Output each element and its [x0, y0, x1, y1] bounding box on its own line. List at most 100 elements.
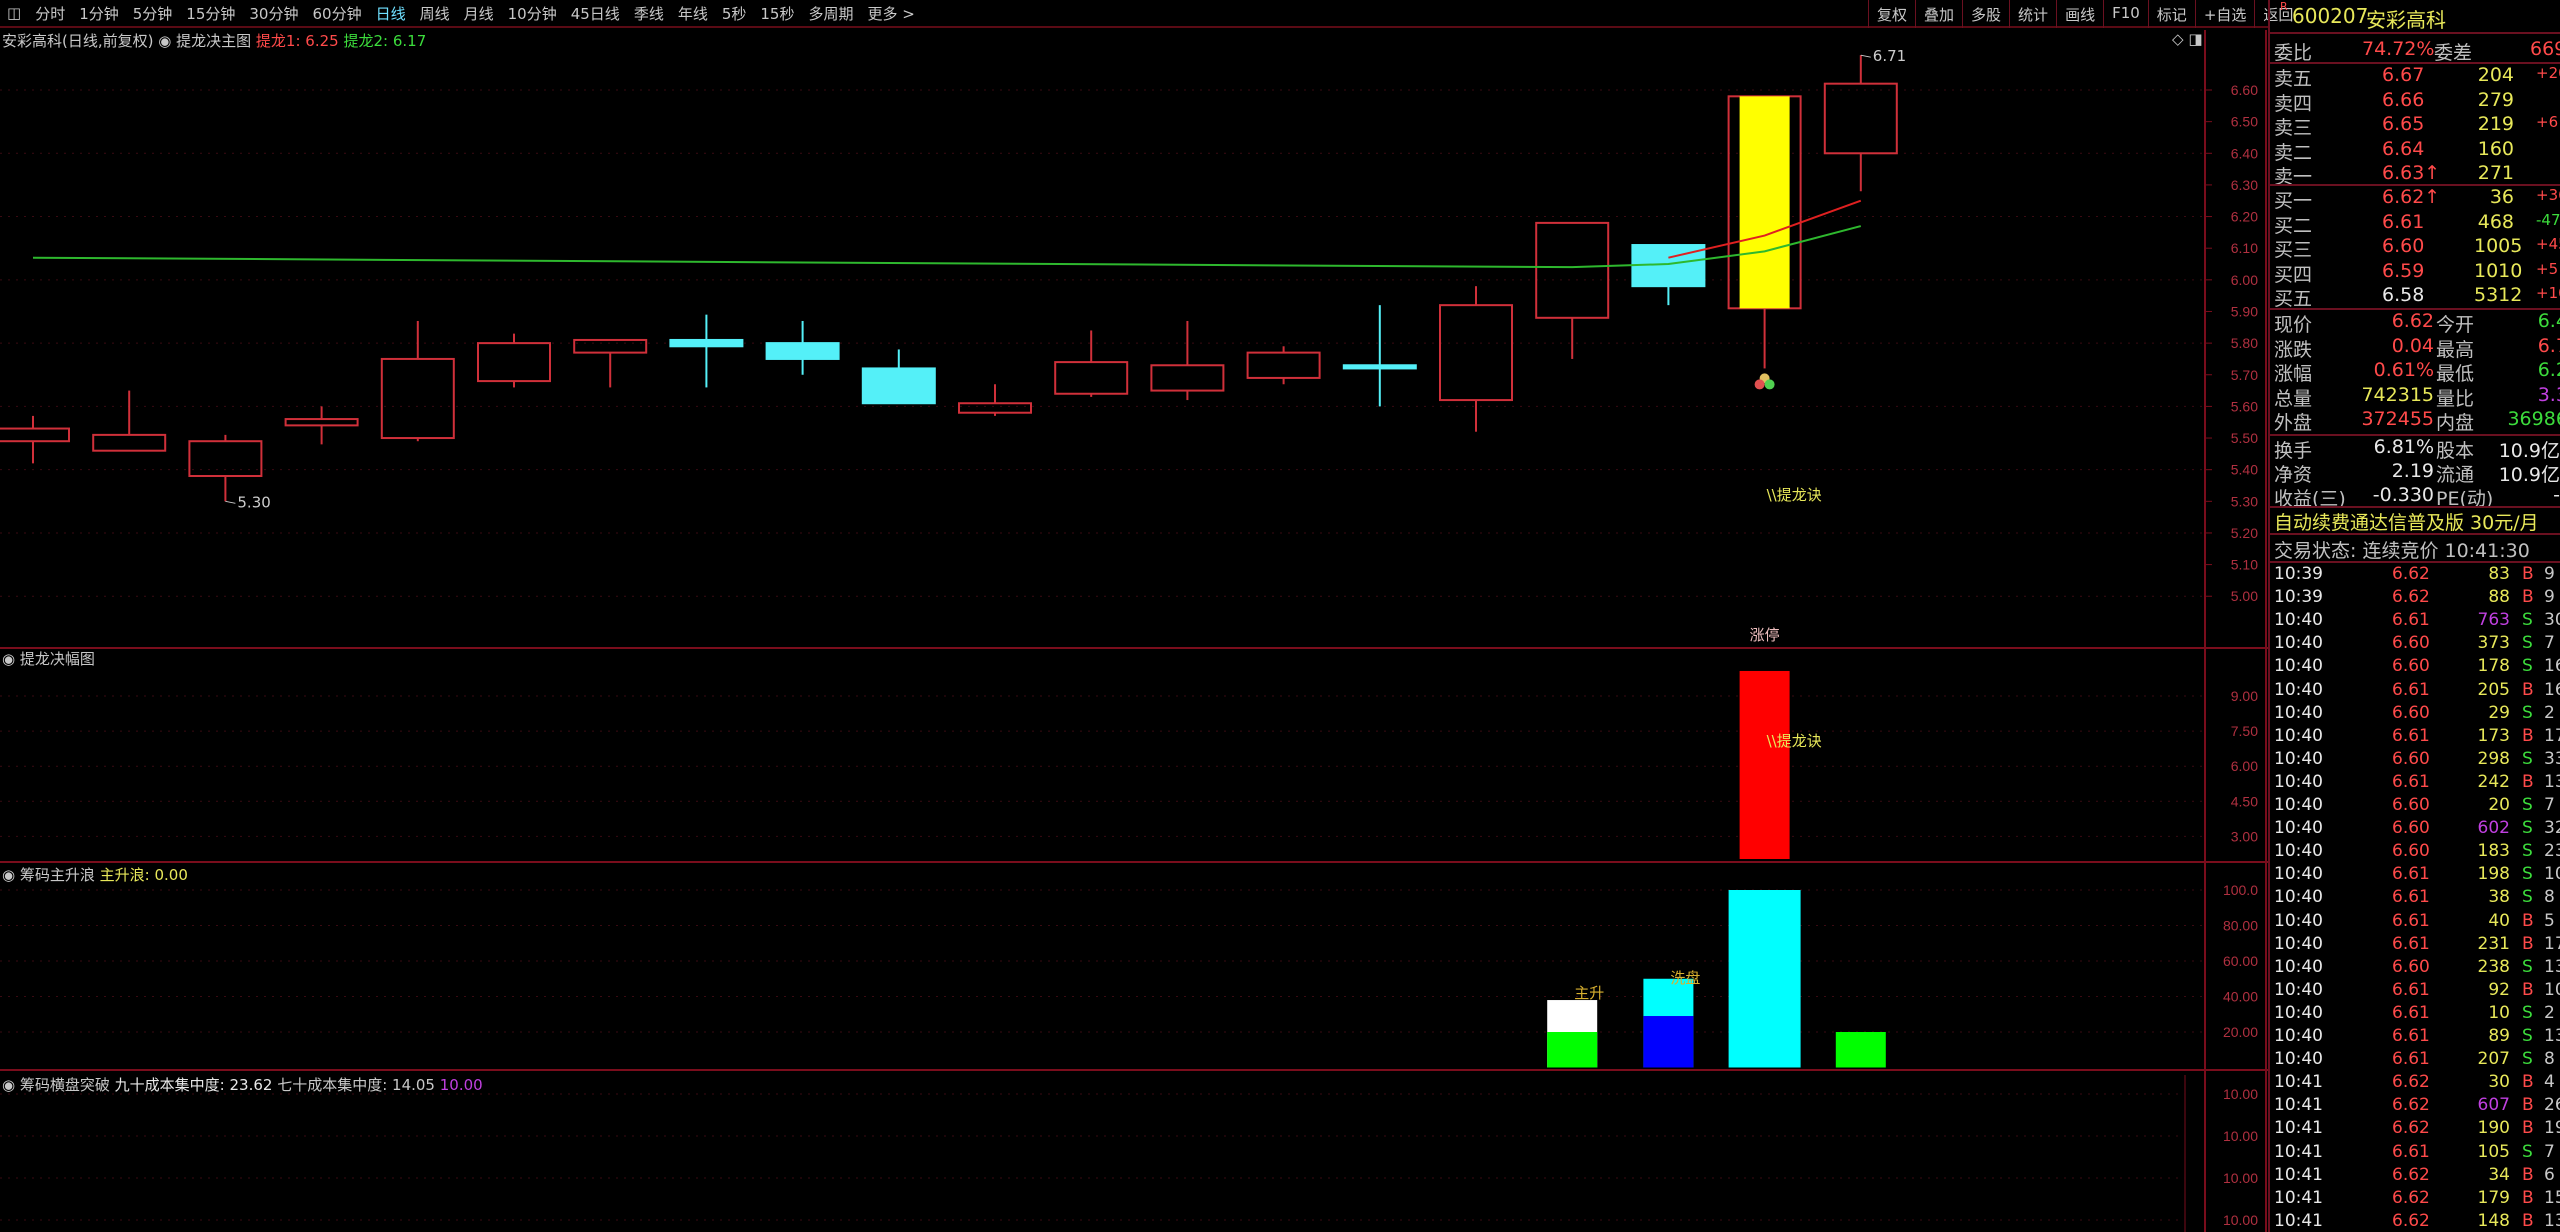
panel2-title[interactable]: 提龙决幅图 — [19, 650, 95, 668]
diamond-icon[interactable]: ◇ — [2172, 30, 2184, 48]
p3-tick-label: 100.0 — [2223, 882, 2258, 898]
tick-price: 6.60 — [2392, 702, 2430, 723]
tick-volume: 89 — [2488, 1026, 2510, 1046]
tick-side: B — [2522, 933, 2534, 954]
tick-row: 10:40 6.61 207 S 8 — [2274, 1049, 2560, 1073]
tick-time: 10:40 — [2274, 864, 2323, 885]
tick-side: S — [2522, 633, 2533, 654]
panel-toggle-icon[interactable]: ◫ — [7, 4, 22, 22]
candle-body — [1439, 304, 1513, 402]
tick-side: S — [2522, 1002, 2533, 1023]
stat-label: 最高 — [2436, 338, 2475, 361]
level-price: 6.65 — [2382, 113, 2425, 135]
tick-side: S — [2522, 795, 2533, 815]
level-volume: 279 — [2477, 88, 2514, 111]
stat-label: 现价 — [2274, 314, 2313, 336]
tick-count: 32 — [2544, 818, 2560, 839]
period-tab-11[interactable]: 季线 — [633, 4, 664, 23]
period-tab-2[interactable]: 5分钟 — [132, 4, 173, 23]
indicator-toggle-icon[interactable]: ◉ — [158, 32, 177, 50]
tick-count: 9 — [2544, 564, 2555, 584]
price-tick-label: 5.00 — [2231, 588, 2258, 604]
tick-time: 10:41 — [2274, 1118, 2323, 1139]
candle-body — [1150, 364, 1225, 392]
panel4-v3: 10.00 — [439, 1076, 483, 1094]
panel4-header: ◉ 筹码横盘突破 九十成本集中度: 23.62 七十成本集中度: 14.05 1… — [2, 1074, 483, 1095]
limit-up-label: 涨停 — [1750, 626, 1780, 644]
tick-price: 6.62 — [2392, 1187, 2430, 1208]
indicator-toggle-icon[interactable]: ◉ — [2, 866, 20, 884]
level-volume: 5312 — [2474, 284, 2523, 306]
trade-status: 交易状态: 连续竞价 10:41:30 — [2274, 540, 2530, 562]
period-tab-14[interactable]: 15秒 — [760, 4, 795, 23]
tool-button-7[interactable]: +自选 — [2194, 0, 2255, 28]
candle — [1535, 221, 1610, 359]
panel4-title[interactable]: 筹码横盘突破 — [19, 1076, 110, 1094]
candle — [0, 415, 70, 464]
fund-label: 流通 — [2436, 464, 2475, 486]
tool-button-4[interactable]: 画线 — [2056, 0, 2103, 28]
tick-count: 16 — [2544, 679, 2560, 700]
tick-row: 10:40 6.61 89 S 13 — [2274, 1026, 2560, 1050]
period-tab-4[interactable]: 30分钟 — [249, 4, 299, 23]
panel2-bar — [1739, 670, 1790, 859]
tick-count: 15 — [2544, 1187, 2560, 1208]
period-tab-5[interactable]: 60分钟 — [312, 4, 362, 23]
tick-row: 10:40 6.61 40 B 5 — [2274, 911, 2560, 935]
indicator-name[interactable]: 提龙决主图 — [176, 32, 252, 50]
tick-side: B — [2522, 564, 2534, 584]
high-pointer — [1860, 54, 1871, 58]
fund-value: -0.330 — [2372, 484, 2434, 506]
period-tab-8[interactable]: 月线 — [463, 4, 494, 23]
tool-button-0[interactable]: 复权 — [1868, 0, 1915, 28]
indicator-toggle-icon[interactable]: ◉ — [2, 650, 20, 668]
tick-side: S — [2522, 748, 2533, 769]
period-tab-16[interactable]: 更多 > — [867, 4, 915, 23]
tool-button-2[interactable]: 多股 — [1962, 0, 2009, 28]
period-tab-9[interactable]: 10分钟 — [507, 4, 557, 23]
tick-time: 10:40 — [2274, 841, 2323, 862]
period-tab-6[interactable]: 日线 — [375, 4, 406, 23]
tool-button-1[interactable]: 叠加 — [1915, 0, 1962, 28]
tick-count: 9 — [2544, 587, 2555, 608]
period-tab-0[interactable]: 分时 — [35, 4, 66, 23]
period-tab-12[interactable]: 年线 — [677, 4, 708, 23]
price-tick-label: 6.20 — [2231, 209, 2258, 225]
period-tab-3[interactable]: 15分钟 — [186, 4, 236, 23]
p3-tick-label: 60.00 — [2223, 953, 2258, 969]
tick-price: 6.61 — [2392, 1141, 2430, 1162]
tick-count: 17 — [2544, 725, 2560, 746]
fund-row: 收益(三) -0.330 PE(动) - — [2274, 484, 2560, 510]
level-label: 卖三 — [2274, 117, 2313, 139]
kline-chart[interactable]: 6.60 6.50 6.40 6.30 6.20 6.10 6.00 5.90 5.80 5.70… — [0, 0, 2268, 1232]
tick-side: S — [2522, 887, 2533, 908]
tick-price: 6.62 — [2392, 587, 2430, 608]
tick-time: 10:40 — [2274, 633, 2323, 654]
main-chart-header: 安彩高科(日线,前复权) ◉ 提龙决主图 提龙1: 6.25 提龙2: 6.17 — [2, 30, 426, 51]
tick-side: B — [2522, 979, 2534, 1000]
tick-volume: 29 — [2488, 702, 2510, 723]
tool-button-6[interactable]: 标记 — [2147, 0, 2195, 28]
tool-button-8[interactable]: 返回 — [2254, 0, 2301, 28]
tick-row: 10:41 6.62 607 B 26 — [2274, 1095, 2560, 1119]
period-tab-13[interactable]: 5秒 — [721, 4, 747, 23]
period-tab-1[interactable]: 1分钟 — [79, 4, 119, 23]
window-icon[interactable]: ◨ — [2188, 30, 2203, 48]
candle — [861, 349, 936, 405]
main-signal-label: \\提龙诀 — [1767, 486, 1822, 504]
stat-value: 6.28 — [2537, 359, 2560, 381]
panel3-title[interactable]: 筹码主升浪 — [19, 866, 95, 884]
period-tab-10[interactable]: 45日线 — [570, 4, 620, 23]
tick-count: 5 — [2544, 910, 2555, 931]
tool-button-3[interactable]: 统计 — [2009, 0, 2056, 28]
ad-banner[interactable]: 自动续费通达信普及版 30元/月 — [2274, 512, 2539, 534]
tick-time: 10:40 — [2274, 748, 2323, 769]
indicator-toggle-icon[interactable]: ◉ — [2, 1076, 20, 1094]
level-change: +5 — [2536, 259, 2559, 278]
level-change: -47 — [2536, 210, 2560, 229]
period-tab-7[interactable]: 周线 — [419, 4, 450, 23]
period-tab-15[interactable]: 多周期 — [808, 4, 854, 23]
tool-button-5[interactable]: F10 — [2103, 0, 2148, 28]
stat-value: 0.04 — [2391, 334, 2434, 357]
tick-row: 10:41 6.62 190 B 19 — [2274, 1118, 2560, 1142]
